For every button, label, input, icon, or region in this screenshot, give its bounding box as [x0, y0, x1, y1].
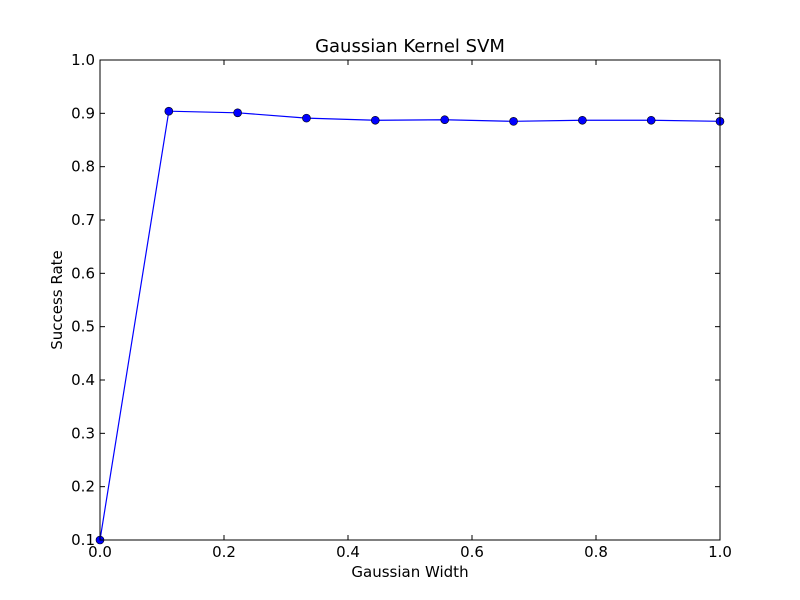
data-point-0-1 — [164, 106, 174, 116]
data-point-0-7 — [578, 115, 587, 125]
y-tick-label-6: 0.7 — [71, 211, 95, 229]
y-tick-label-3: 0.4 — [71, 371, 95, 389]
y-tick-label-7: 0.8 — [71, 158, 95, 176]
x-tick-label-2: 0.4 — [336, 543, 360, 561]
x-axis-label: Gaussian Width — [351, 563, 468, 581]
y-tick-label-9: 1.0 — [71, 51, 95, 69]
plot-area: 0.0 0.2 0.4 0.6 0.8 1.0 0.1 0.2 0.3 0.4 0.5 0.6 0.7 0… — [71, 51, 732, 561]
y-tick-label-1: 0.2 — [71, 478, 95, 496]
chart-title: Gaussian Kernel SVM — [315, 36, 505, 57]
data-point-0-8 — [646, 115, 656, 125]
x-tick-label-0: 0.0 — [88, 543, 112, 561]
x-tick-label-3: 0.6 — [460, 543, 484, 561]
plot-frame — [99, 59, 721, 541]
data-point-0-4 — [370, 115, 380, 125]
data-point-0-3 — [302, 113, 311, 123]
y-tick-label-5: 0.6 — [71, 264, 95, 282]
data-point-0-2 — [233, 108, 242, 118]
x-tick-label-4: 0.8 — [584, 543, 608, 561]
y-axis-label: Success Rate — [48, 250, 66, 350]
data-point-0-6 — [509, 117, 518, 126]
data-point-0-5 — [440, 115, 450, 125]
y-tick-label-2: 0.3 — [71, 424, 95, 442]
y-tick-label-0: 0.1 — [71, 531, 95, 549]
series-line-0 — [99, 110, 721, 541]
x-tick-label-5: 1.0 — [708, 543, 732, 561]
y-tick-label-8: 0.9 — [71, 104, 95, 122]
y-tick-label-4: 0.5 — [71, 318, 95, 336]
x-tick-label-1: 0.2 — [212, 543, 236, 561]
